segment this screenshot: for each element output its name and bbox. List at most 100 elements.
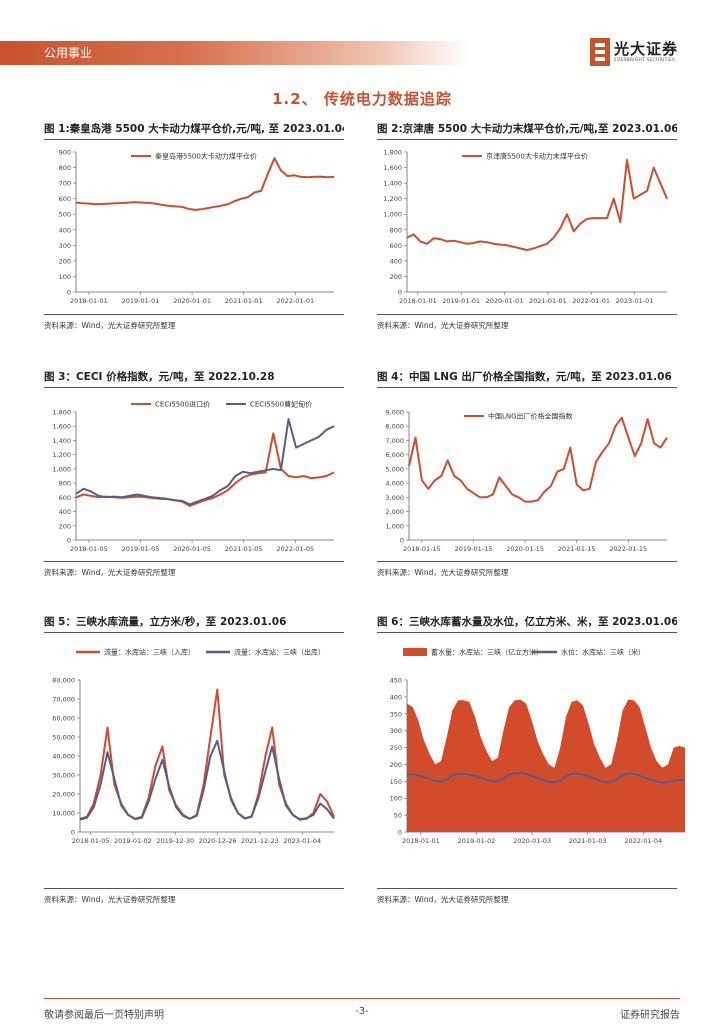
x-tick-label: 2022-01-01	[276, 297, 314, 305]
legend-label: 秦皇岛港5500大卡动力煤平仓价	[155, 152, 257, 161]
brand-logo-icon	[590, 38, 610, 66]
x-tick-label: 2019-01-01	[442, 297, 480, 305]
figure-2-title: 图 2:京津唐 5500 大卡动力末煤平仓价,元/吨,至 2023.01.06	[377, 121, 677, 140]
figure-4-title: 图 4：中国 LNG 出厂价格全国指数，元/吨，至 2023.01.06	[377, 369, 677, 388]
legend: 京津唐5500大卡动力末煤平仓价	[462, 152, 588, 161]
y-tick-label: 60,000	[52, 715, 75, 723]
y-tick-label: 10,000	[52, 810, 75, 818]
y-tick-label: 1,000	[385, 522, 404, 530]
chart-qhd-coal-price: 0 100 200 300 400 500 600 700 800 900 2018-01-01 20…	[59, 149, 335, 305]
y-tick-label: 300	[390, 727, 402, 735]
series-line-0	[79, 688, 335, 821]
section-title: 1.2、 传统电力数据追踪	[272, 90, 452, 108]
y-tick-label: 1,200	[52, 451, 71, 459]
y-tick-label: 1,200	[383, 195, 402, 203]
y-tick-label: 5,000	[385, 465, 404, 473]
x-tick-label: 2019-01-02	[458, 837, 496, 845]
x-tick-label: 2022-01-04	[624, 837, 662, 845]
x-tick-label: 2020-01-15	[506, 545, 544, 553]
y-tick-label: 3,000	[385, 494, 404, 502]
x-tick-label: 2021-01-01	[225, 297, 263, 305]
y-tick-label: 200	[59, 257, 71, 265]
y-tick-label: 800	[59, 480, 71, 488]
x-tick-label: 2021-01-05	[225, 545, 263, 553]
series-line-0	[75, 157, 335, 211]
y-tick-label: 50	[394, 812, 402, 820]
legend-label: 流量：水库站：三峡（出库）	[234, 648, 325, 657]
figure-3-title: 图 3：CECI 价格指数，元/吨，至 2022.10.28	[44, 369, 344, 388]
series-line-1	[79, 739, 335, 821]
y-tick-label: 200	[390, 273, 402, 281]
legend-label: 水位：水库站：三峡（米）	[561, 648, 645, 657]
figure-4-source: 资料来源：Wind，光大证券研究所整理	[377, 561, 677, 578]
legend: 秦皇岛港5500大卡动力煤平仓价	[131, 152, 257, 161]
y-tick-label: 200	[390, 761, 402, 769]
x-tick-label: 2021-01-03	[569, 837, 607, 845]
y-tick-label: 450	[390, 677, 402, 685]
y-tick-label: 7,000	[385, 437, 404, 445]
legend-label: 流量：水库站：三峡（入库）	[104, 648, 195, 657]
y-tick-label: 0	[67, 289, 71, 297]
x-tick-label: 2021-01-01	[529, 297, 567, 305]
x-tick-label: 2019-01-02	[114, 837, 152, 845]
chart-three-gorges-storage: 0 50 100 150 200 250 300 350 400 450 2018-01-01 201…	[390, 648, 685, 845]
y-tick-label: 250	[390, 744, 402, 752]
y-tick-label: 400	[390, 257, 402, 265]
y-tick-label: 400	[390, 693, 402, 701]
y-tick-label: 350	[390, 710, 402, 718]
footer-disclaimer: 敬请参阅最后一页特别声明	[44, 1010, 164, 1021]
y-tick-label: 300	[59, 242, 71, 250]
x-tick-label: 2020-01-01	[486, 297, 524, 305]
x-tick-label: 2018-01-01	[399, 297, 437, 305]
y-tick-label: 1,000	[383, 211, 402, 219]
y-tick-label: 100	[390, 795, 402, 803]
y-tick-label: 0	[398, 829, 402, 837]
y-tick-label: 900	[59, 149, 71, 157]
figure-3-source: 资料来源：Wind，光大证券研究所整理	[44, 561, 344, 578]
legend: CECI5500进口价 CECI5500曹妃甸价	[131, 400, 312, 409]
x-tick-label: 2020-01-05	[173, 545, 211, 553]
figure-1-source: 资料来源：Wind，光大证券研究所整理	[44, 314, 344, 331]
figure-2-source: 资料来源：Wind，光大证券研究所整理	[377, 314, 677, 331]
section-label: 公用事业	[44, 46, 93, 60]
x-tick-label: 2022-01-15	[609, 545, 647, 553]
y-tick-label: 800	[59, 164, 71, 172]
x-tick-label: 2020-12-26	[199, 837, 237, 845]
chart-lng-index: 0 1,000 2,000 3,000 4,000 5,000 6,000 7,000 8,00…	[385, 409, 668, 553]
y-tick-label: 1,600	[383, 164, 402, 172]
x-tick-label: 2020-01-01	[173, 297, 211, 305]
legend-label: CECI5500曹妃甸价	[250, 400, 312, 409]
y-tick-label: 4,000	[385, 480, 404, 488]
chart-ceci-index: 0 200 400 600 800 1,000 1,200 1,400 1,600 1,800 20…	[52, 400, 335, 553]
figure-6-source: 资料来源：Wind，光大证券研究所整理	[377, 888, 677, 905]
header-bar	[0, 41, 470, 65]
legend-label: 京津唐5500大卡动力末煤平仓价	[486, 152, 588, 161]
legend-label: CECI5500进口价	[155, 401, 210, 409]
x-tick-label: 2018-01-05	[72, 837, 110, 845]
series-line-1	[406, 771, 685, 784]
y-tick-label: 20,000	[52, 791, 75, 799]
x-tick-label: 2023-01-04	[283, 837, 321, 845]
y-tick-label: 8,000	[385, 423, 404, 431]
y-tick-label: 9,000	[385, 409, 404, 417]
x-tick-label: 2018-01-01	[70, 297, 108, 305]
y-tick-label: 600	[59, 195, 71, 203]
y-tick-label: 200	[59, 522, 71, 530]
series-line-1	[75, 418, 335, 506]
brand-name-en: EVERBRIGHT SECURITIES	[614, 58, 676, 63]
x-tick-label: 2023-01-01	[616, 297, 654, 305]
y-tick-label: 100	[59, 273, 71, 281]
chart-jjt-coal-price: 0 200 400 600 800 1,000 1,200 1,400 1,600 1,800 20…	[383, 149, 668, 305]
y-tick-label: 1,600	[52, 423, 71, 431]
y-tick-label: 1,800	[383, 149, 402, 157]
x-tick-label: 2019-01-05	[122, 545, 160, 553]
x-tick-label: 2022-01-01	[572, 297, 610, 305]
y-tick-label: 80,000	[52, 677, 75, 685]
figure-5-title: 图 5：三峡水库流量，立方米/秒，至 2023.01.06	[44, 614, 344, 633]
legend: 流量：水库站：三峡（入库） 流量：水库站：三峡（出库）	[76, 648, 325, 657]
y-tick-label: 6,000	[385, 451, 404, 459]
y-tick-label: 400	[59, 508, 71, 516]
x-tick-label: 2022-01-05	[276, 545, 314, 553]
chart-three-gorges-flow: 0 10,000 20,000 30,000 40,000 50,000 60,000 70,…	[52, 648, 335, 845]
y-tick-label: 500	[59, 211, 71, 219]
